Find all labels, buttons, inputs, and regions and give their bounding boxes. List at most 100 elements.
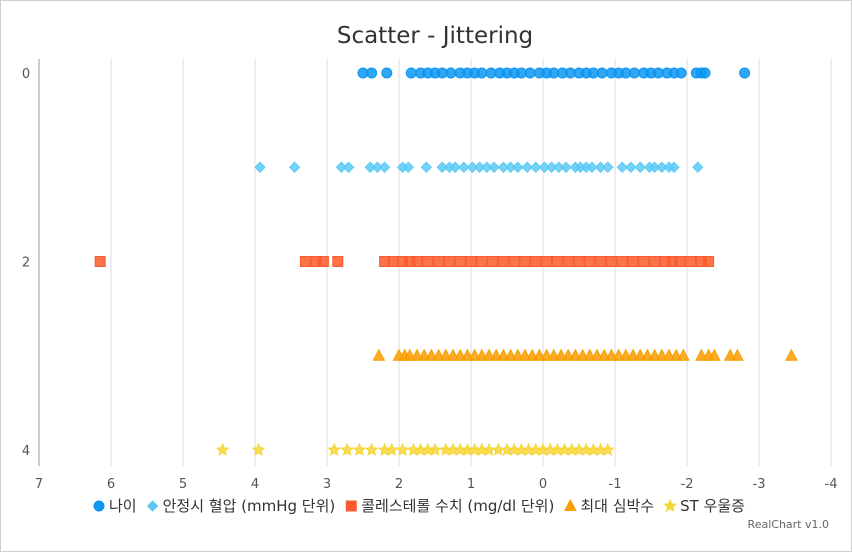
x-tick-label: 6 [107, 477, 115, 492]
legend-item: 콜레스테롤 수치 (mg/dl 단위) [345, 497, 554, 515]
data-point [674, 256, 686, 267]
data-point [602, 161, 614, 173]
data-point [476, 67, 488, 79]
data-point [433, 256, 445, 267]
data-point [560, 161, 572, 173]
legend-marker [146, 500, 159, 512]
data-point [487, 256, 499, 267]
data-point [497, 256, 509, 267]
data-point [524, 67, 536, 79]
series-3 [372, 348, 798, 361]
x-tick-label: -2 [681, 477, 694, 492]
data-point [731, 348, 744, 361]
data-point [541, 256, 553, 267]
data-point [627, 256, 639, 267]
legend-label: 나이 [109, 497, 137, 515]
data-point [605, 256, 617, 267]
data-point [521, 161, 533, 173]
legend-marker [93, 500, 105, 512]
x-tick-label: 2 [395, 477, 403, 492]
data-point [584, 256, 596, 267]
legend-item: 나이 [93, 497, 137, 515]
legend-marker [564, 498, 577, 511]
data-point [476, 256, 488, 267]
data-point [458, 161, 470, 173]
data-point [668, 161, 680, 173]
data-point [364, 442, 379, 456]
legend-item: 최대 심박수 [564, 497, 654, 515]
data-point [616, 161, 628, 173]
legend-label: 콜레스테롤 수치 (mg/dl 단위) [361, 497, 554, 515]
data-point [402, 161, 415, 173]
chart-credit: RealChart v1.0 [748, 518, 829, 531]
x-tick-label: 5 [179, 477, 187, 492]
x-tick-label: -3 [753, 477, 766, 492]
data-point [332, 256, 344, 267]
data-point [251, 442, 266, 456]
legend: 나이 안정시 혈압 (mmHg 단위) 콜레스테롤 수치 (mg/dl 단위) 최대 … [93, 497, 745, 515]
data-point [692, 161, 704, 173]
data-point [508, 256, 520, 267]
data-point [625, 161, 637, 173]
legend-label: 최대 심박수 [580, 497, 654, 515]
data-point [562, 256, 574, 267]
x-tick-label: 4 [251, 477, 259, 492]
data-point [551, 256, 563, 267]
data-point [254, 161, 266, 173]
data-point [530, 161, 542, 173]
data-point [512, 161, 524, 173]
y-axis-ticks: 0 2 4 [22, 67, 30, 459]
data-point [445, 67, 457, 79]
data-point [366, 67, 378, 79]
data-point [387, 256, 399, 267]
data-point [342, 161, 355, 173]
legend-label: 안정시 혈압 (mmHg 단위) [163, 497, 336, 515]
data-point [699, 67, 711, 79]
x-tick-label: 1 [467, 477, 475, 492]
data-points [94, 67, 798, 456]
x-tick-label: 7 [35, 477, 43, 492]
series-2 [94, 256, 715, 267]
data-point [378, 161, 391, 173]
legend-label: ST 우울증 [680, 497, 745, 515]
y-tick-label: 4 [22, 444, 30, 459]
data-point [675, 67, 687, 79]
data-point [317, 256, 329, 267]
legend-marker [345, 500, 357, 512]
series-1 [254, 161, 704, 173]
data-point [422, 256, 434, 267]
data-point [600, 442, 615, 456]
data-point [634, 161, 646, 173]
data-point [519, 256, 531, 267]
data-point [638, 256, 650, 267]
data-point [405, 67, 417, 79]
data-point [340, 442, 355, 456]
x-tick-label: 0 [539, 477, 547, 492]
data-point [352, 442, 367, 456]
data-point [616, 256, 628, 267]
data-point [708, 348, 721, 361]
x-tick-label: -1 [609, 477, 622, 492]
data-point [785, 348, 798, 361]
data-point [454, 256, 466, 267]
data-point [595, 256, 607, 267]
x-tick-label: -4 [825, 477, 838, 492]
x-axis-ticks: 7 6 5 4 3 2 1 0 -1 -2 -3 -4 [35, 477, 838, 492]
legend-marker [663, 498, 678, 512]
data-point [372, 348, 386, 361]
chart-title: Scatter - Jittering [337, 23, 533, 49]
data-point [215, 442, 230, 456]
data-point [703, 256, 715, 267]
data-point [465, 256, 477, 267]
data-point [299, 256, 311, 267]
legend-item: 안정시 혈압 (mmHg 단위) [146, 497, 336, 515]
data-point [411, 256, 423, 267]
data-point [288, 161, 301, 173]
legend-item: ST 우울증 [663, 497, 745, 515]
data-point [628, 67, 640, 79]
data-point [596, 67, 608, 79]
data-point [381, 67, 393, 79]
data-point [449, 161, 461, 173]
data-point [586, 161, 598, 173]
